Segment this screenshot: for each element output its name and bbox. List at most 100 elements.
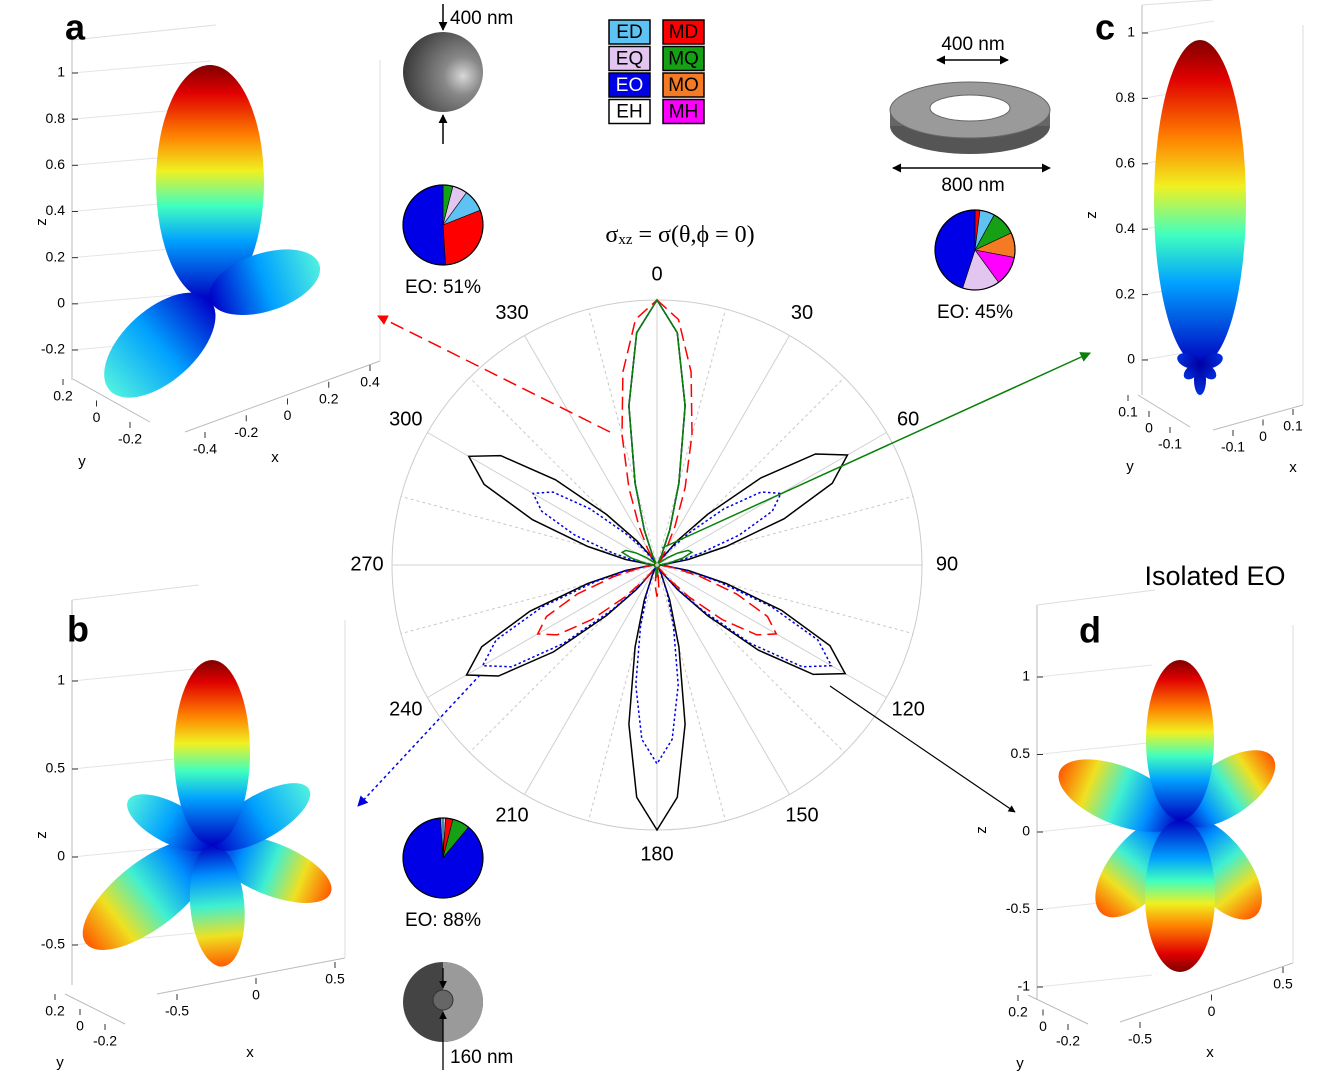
angle-tick-label: 0 [651,263,662,285]
axis-line [1212,404,1304,431]
z-tick-label: 1 [1022,668,1030,684]
lobe [209,249,321,316]
y-axis-label: y [56,1054,64,1071]
legend-label: EH [616,102,642,123]
polar-line [465,298,849,832]
legend-entry: ED [608,19,651,45]
legend-entry: MQ [662,45,705,72]
x-tick-label: 0 [1208,1003,1216,1019]
panel-note: Isolated EO [1144,561,1285,591]
legend-swatch [608,72,651,98]
x-tick-label: 0.4 [360,374,380,390]
z-tick-label: 1 [57,64,65,80]
z-tick-label: 0 [57,295,65,311]
legend-swatch [662,45,705,72]
grid-line [1036,742,1153,755]
x-tick-label: 0.1 [1283,418,1303,434]
pointer-arrow [829,685,1016,813]
z-axis-label: z [1083,211,1100,219]
x-tick-label: 0.5 [1273,976,1293,992]
grid-line [71,60,211,74]
y-axis-label: y [1126,458,1134,475]
pointer-arrow [357,674,481,807]
structure-icons: 400 nm 400 nm 800 nm 160 nm [403,4,1051,1070]
title-subscript: xz [618,232,633,248]
lobe [1177,750,1276,828]
lobe [1154,40,1246,365]
y-tick-label: 0 [93,409,101,425]
panel-3d: -0.5 0 0.5 1 -0.5 0 0.5 -0.2 0 0.2 x y z b [33,584,346,1071]
axis-line [1137,394,1191,428]
y-tick-label: 0 [76,1018,84,1034]
lobe [1146,660,1214,820]
y-tick-label: -0.2 [1056,1033,1080,1049]
angle-tick-label: 150 [785,804,818,826]
y-tick-label: 0.2 [45,1003,65,1019]
z-tick-label: 0.8 [1116,89,1136,105]
panel-label: c [1095,7,1115,48]
pie-outline [934,209,1016,291]
grid-line [1036,664,1153,678]
y-tick-label: 0 [1145,420,1153,436]
z-tick-label: 0 [1127,351,1135,367]
x-tick-label: -0.4 [193,441,217,457]
grid-line [1141,20,1215,34]
x-axis-label: x [271,449,279,466]
legend-label: MQ [668,49,699,70]
pointer-arrow [661,352,1091,549]
grid-line [656,564,790,795]
z-tick-label: 0.6 [46,156,66,172]
z-tick-label: 1 [1127,24,1135,40]
legend-swatch [608,19,651,45]
y-tick-label: 0.1 [1118,404,1138,420]
panel-label: a [65,7,86,48]
minor-grid-line [469,564,658,753]
lobe [1058,759,1181,832]
angle-tick-label: 300 [389,408,422,430]
polar-line [620,298,694,579]
z-tick-label: 0 [1022,823,1030,839]
lobe [189,844,245,967]
legend-entry: MO [662,72,705,98]
grid-line [524,335,658,566]
polar-line [481,298,833,766]
pie-label: EO: 51% [405,277,481,298]
pie-chart: EO: 45% [934,209,1016,323]
grid-line [71,668,195,682]
title-symbol: σ [605,222,618,248]
dimension-label: 400 nm [941,34,1004,55]
angle-tick-label: 90 [936,553,958,575]
core-icon [432,989,454,1011]
panel-3d: -1 -0.5 0 0.5 1 -0.5 0 0.5 -0.2 0 0.2 x y z d Isolated … [973,561,1294,1072]
legend-swatch [662,19,705,45]
axis-line [1141,0,1213,6]
legend-entry: EO [608,72,651,98]
pie-slice [402,184,446,266]
panel-3d: -0.2 0 0.2 0.4 0.6 0.8 1 -0.4 -0.2 0 0.2 0.4 -0.2 0 0.… [33,7,381,470]
z-tick-label: 0.5 [46,760,66,776]
minor-grid-line [656,564,727,822]
legend-entry: MH [662,98,705,125]
dimension-label: 800 nm [941,175,1004,196]
y-tick-label: 0 [1039,1018,1047,1034]
z-tick-label: -1 [1018,978,1031,994]
legend-label: MO [668,75,699,96]
z-tick-label: -0.2 [41,341,65,357]
y-axis-label: y [78,453,86,470]
legend-label: ED [616,22,642,43]
panel-label: d [1079,610,1101,651]
x-axis-label: x [1206,1044,1214,1061]
legend-label: EQ [616,49,643,70]
minor-grid-line [656,308,727,566]
x-tick-label: 0 [284,407,292,423]
angle-tick-label: 60 [897,408,919,430]
x-tick-label: -0.5 [165,1003,189,1019]
angle-tick-label: 330 [495,302,528,324]
legend-swatch [662,98,705,125]
z-tick-label: 1 [57,672,65,688]
ring-hole [929,94,1011,122]
axis-line [1027,994,1089,1025]
legend-entry: EQ [608,45,651,72]
z-tick-label: 0.4 [46,202,66,218]
x-axis-label: x [246,1044,254,1061]
